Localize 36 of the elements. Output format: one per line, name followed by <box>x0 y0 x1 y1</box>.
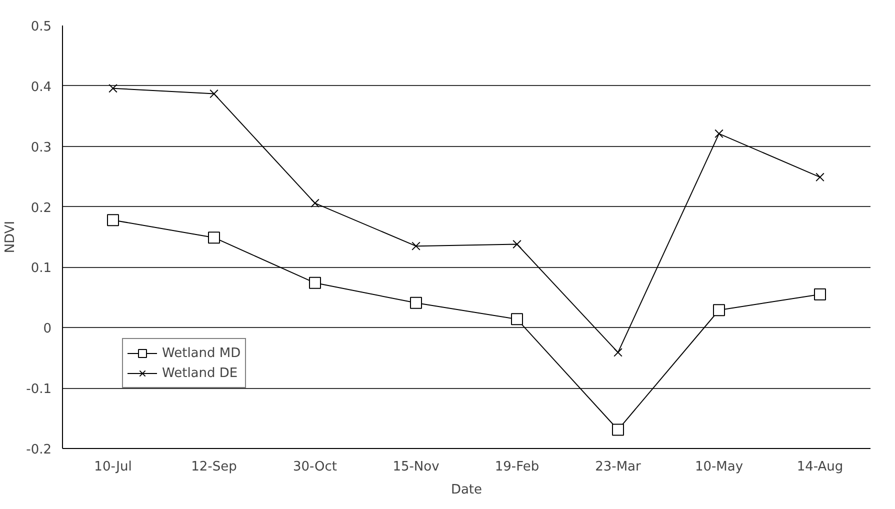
x-tick-label: 10-May <box>694 460 744 474</box>
point <box>410 296 422 309</box>
point <box>512 240 522 249</box>
point <box>814 288 826 300</box>
x-tick-label: 15-Nov <box>392 460 440 474</box>
point <box>612 424 624 436</box>
point <box>412 242 420 250</box>
point <box>107 214 119 226</box>
y-tick-label: -0.2 <box>26 442 52 458</box>
point <box>511 313 523 326</box>
point <box>714 129 724 138</box>
x-tick-label: 19-Feb <box>494 460 540 474</box>
y-tick-label: -0.1 <box>26 382 52 398</box>
point <box>310 198 320 208</box>
y-tick-label: 0.2 <box>30 200 52 216</box>
y-tick-label: 0.1 <box>30 261 52 276</box>
point <box>210 89 218 98</box>
point <box>309 276 321 289</box>
y-tick-label: 0.5 <box>30 20 52 34</box>
x-axis-title: Date <box>450 482 482 498</box>
point <box>713 304 725 316</box>
y-tick-label: 0.3 <box>30 140 52 156</box>
point <box>108 84 118 93</box>
point <box>614 348 622 357</box>
point <box>208 232 220 244</box>
x-tick-label: 30-Oct <box>292 460 338 474</box>
point <box>816 172 824 182</box>
x-tick-label: 10-Jul <box>94 460 132 474</box>
y-axis-title: NDVI <box>3 220 18 254</box>
y-tick-label: 0 <box>43 322 52 337</box>
legend-label: Wetland DE <box>162 366 238 380</box>
y-tick-label: 0.4 <box>30 80 52 95</box>
legend-label: Wetland MD <box>162 346 241 360</box>
x-tick-label: 14-Aug <box>796 460 844 474</box>
x-tick-label: 12-Sep <box>191 460 237 474</box>
x-tick-label: 23-Mar <box>595 460 642 474</box>
